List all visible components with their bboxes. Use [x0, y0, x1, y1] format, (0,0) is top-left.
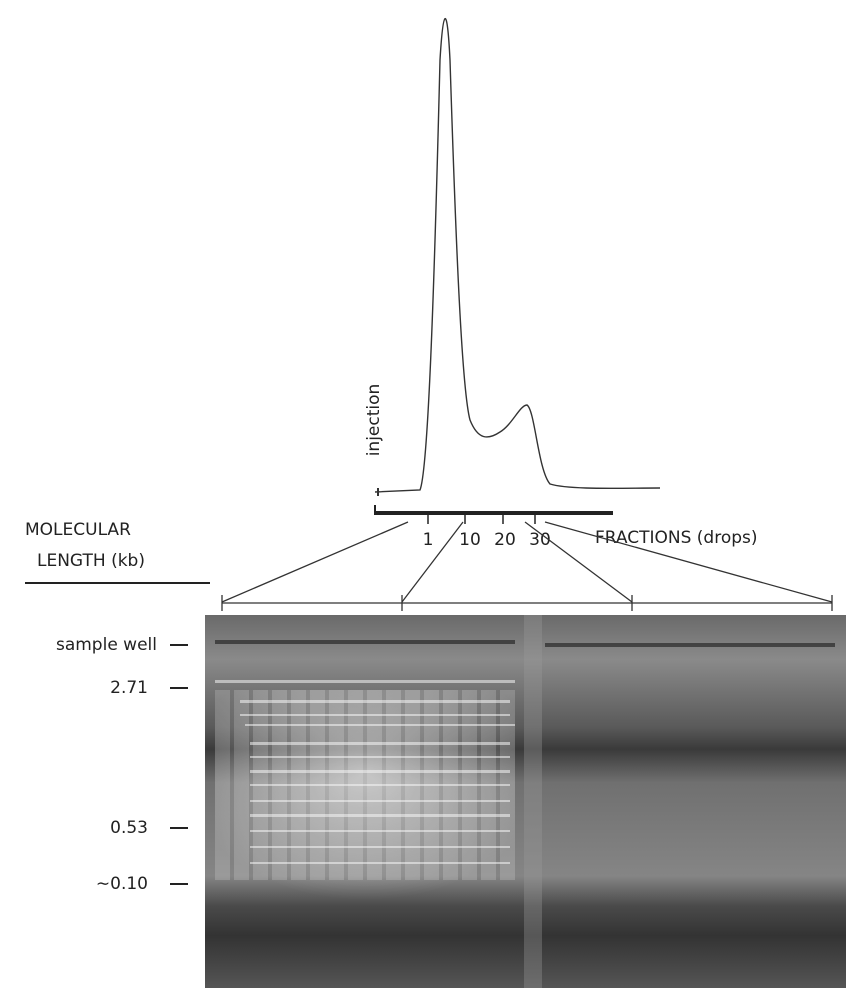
- marker-label: 2.71: [110, 678, 148, 698]
- tick-label: 10: [459, 530, 481, 550]
- connector-lines: [221, 521, 833, 611]
- tick-label: 20: [494, 530, 516, 550]
- marker-label: ∼0.10: [96, 874, 148, 894]
- marker-label: sample well: [56, 635, 157, 655]
- axis-ticks: [427, 513, 536, 524]
- axis-label: FRACTIONS (drops): [595, 528, 758, 548]
- tick-label: 1: [423, 530, 434, 550]
- tick-label: 30: [529, 530, 551, 550]
- injection-label: injection: [364, 384, 384, 457]
- gel-image: [205, 615, 846, 988]
- trace-curve: [374, 18, 661, 493]
- gel-title: MOLECULAR: [25, 520, 131, 540]
- marker-label: 0.53: [110, 818, 148, 838]
- gel-title: LENGTH (kb): [37, 551, 145, 571]
